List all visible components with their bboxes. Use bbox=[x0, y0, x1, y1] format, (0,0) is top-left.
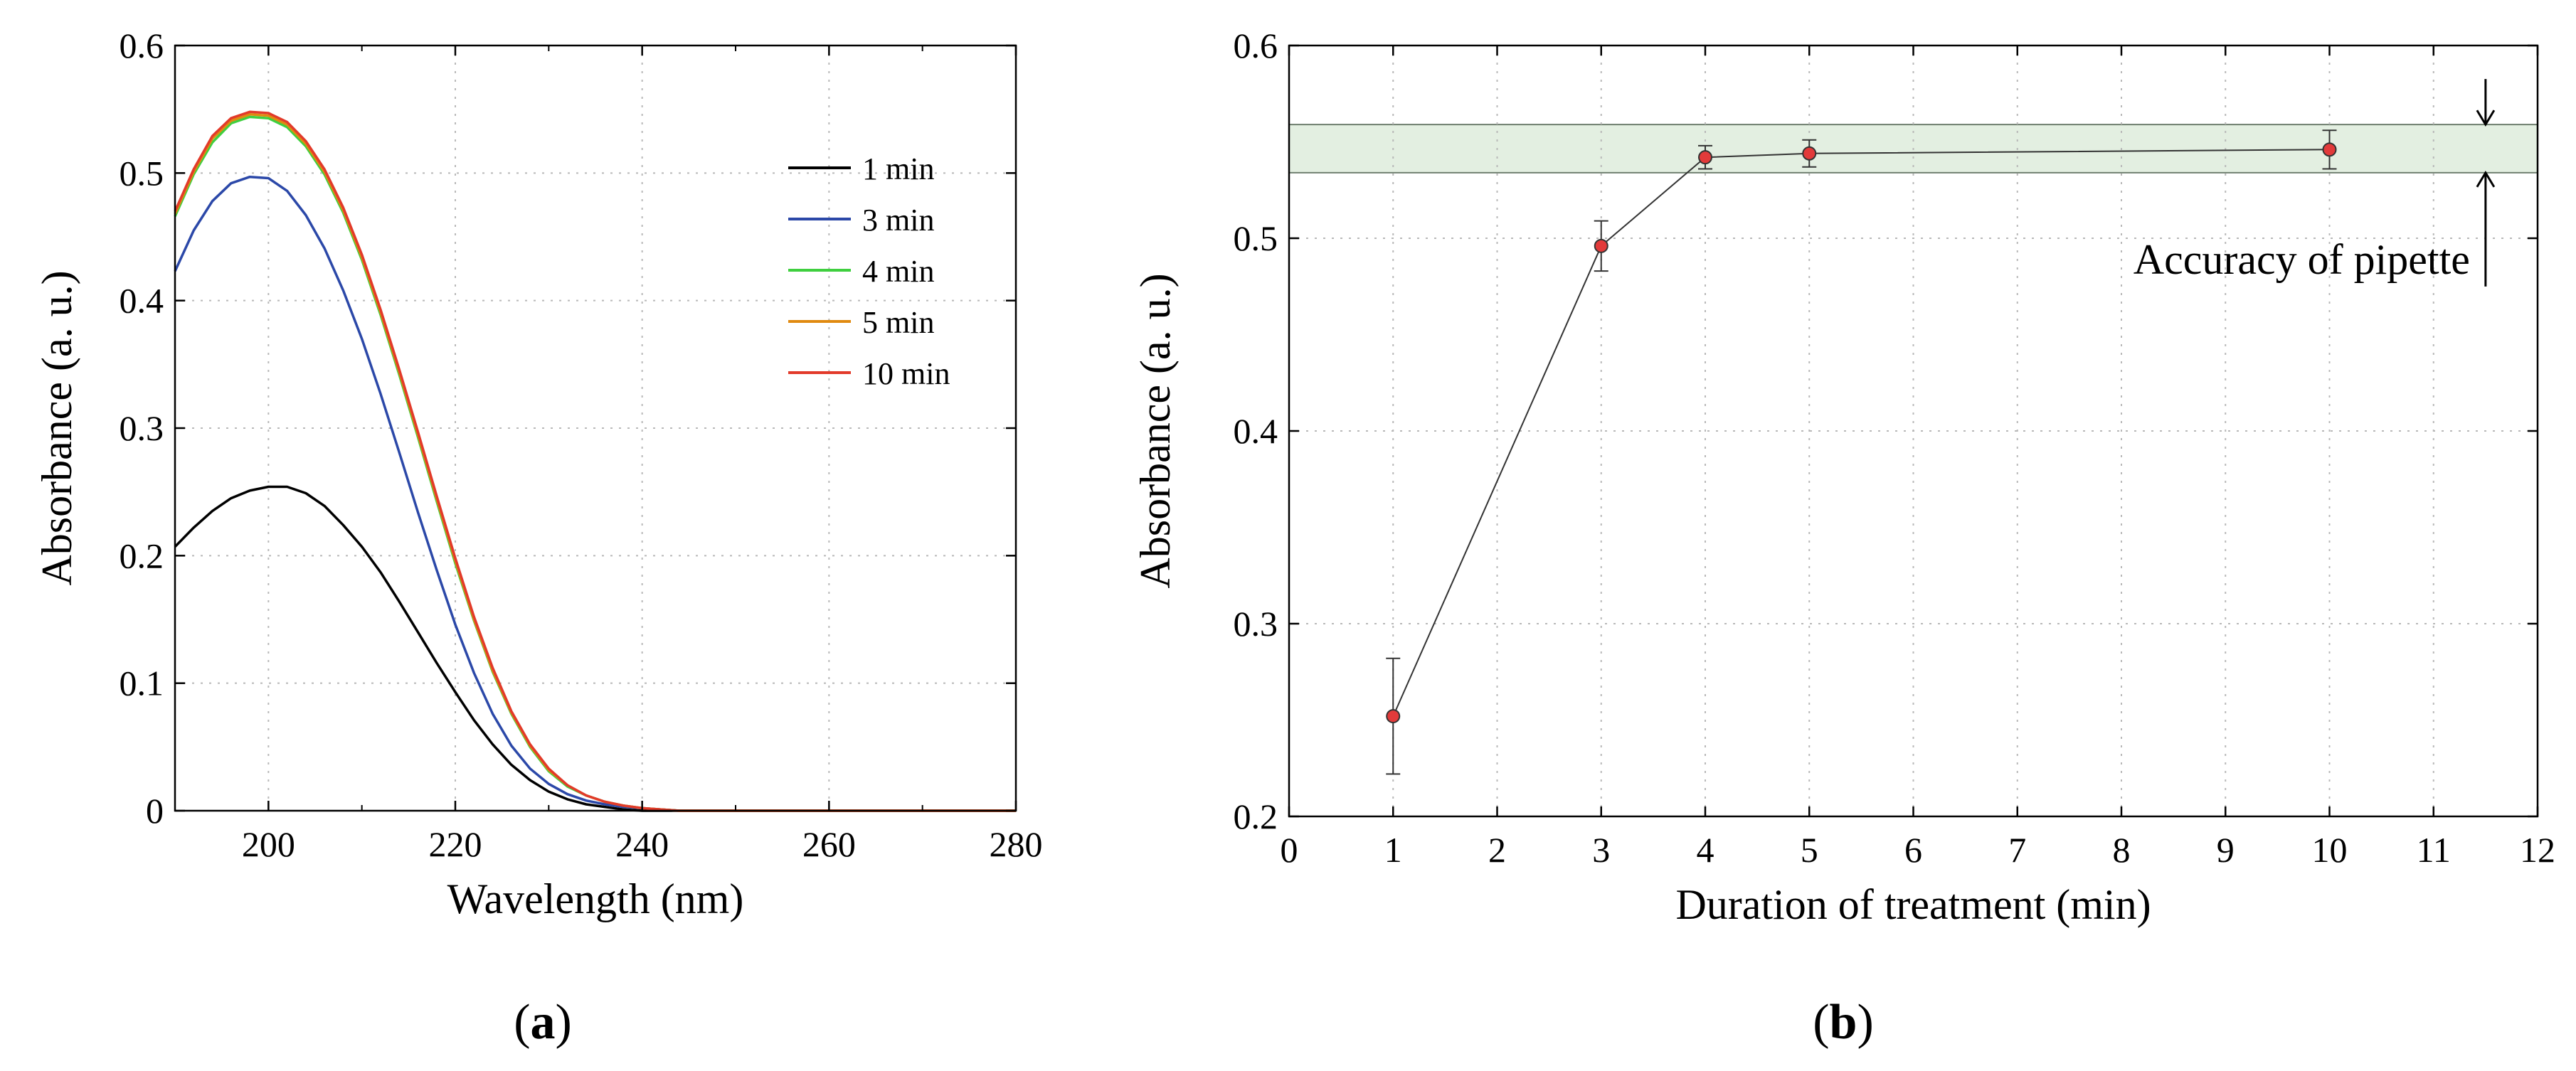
panel-b-caption: (b) bbox=[1813, 995, 1874, 1050]
b-data-point bbox=[1698, 150, 1712, 165]
b-x-tick-label: 9 bbox=[2217, 830, 2235, 870]
b-y-tick-label: 0.6 bbox=[1234, 26, 1278, 65]
a-y-tick-label: 0.2 bbox=[120, 536, 164, 575]
b-x-tick-label: 1 bbox=[1384, 830, 1402, 870]
a-legend-label: 1 min bbox=[862, 151, 934, 186]
panel-a-caption: (a) bbox=[514, 995, 572, 1050]
a-y-tick-label: 0.5 bbox=[120, 153, 164, 193]
b-x-tick-label: 8 bbox=[2113, 830, 2131, 870]
b-y-axis-label: Absorbance (a. u.) bbox=[1132, 273, 1179, 588]
a-y-tick-label: 0 bbox=[146, 791, 164, 831]
a-legend-label: 4 min bbox=[862, 254, 934, 289]
b-data-point bbox=[1594, 238, 1608, 253]
a-x-axis-label: Wavelength (nm) bbox=[447, 875, 744, 922]
b-x-tick-label: 4 bbox=[1697, 830, 1714, 870]
panel-b-caption-letter: b bbox=[1830, 995, 1857, 1050]
b-x-axis-label: Duration of treatment (min) bbox=[1675, 881, 2151, 928]
b-data-point bbox=[1802, 146, 1817, 161]
a-x-tick-label: 200 bbox=[242, 824, 295, 864]
b-annotation-arrowhead-up bbox=[2476, 170, 2496, 188]
a-y-tick-label: 0.1 bbox=[120, 664, 164, 703]
a-x-tick-label: 240 bbox=[615, 824, 669, 864]
b-x-tick-label: 7 bbox=[2008, 830, 2026, 870]
a-x-tick-label: 280 bbox=[990, 824, 1043, 864]
b-y-tick-label: 0.4 bbox=[1234, 411, 1278, 451]
b-x-tick-label: 10 bbox=[2312, 830, 2348, 870]
panel-b: 0.20.30.40.50.60 1 2 3 4 5 6 7 8 9 10 11 12Duration … bbox=[1132, 26, 2555, 928]
b-data-point bbox=[1386, 709, 1401, 724]
a-legend-label: 3 min bbox=[862, 203, 934, 238]
b-x-tick-label: 11 bbox=[2417, 830, 2451, 870]
a-y-tick-label: 0.4 bbox=[120, 281, 164, 321]
b-x-tick-label: 3 bbox=[1592, 830, 1610, 870]
b-x-tick-label: 12 bbox=[2520, 830, 2555, 870]
b-x-tick-label: 0 bbox=[1281, 830, 1298, 870]
b-annotation-arrowhead-down bbox=[2476, 110, 2496, 127]
a-series-line-1-min bbox=[174, 485, 1016, 812]
a-x-tick-label: 260 bbox=[802, 824, 856, 864]
a-legend-label: 5 min bbox=[862, 305, 934, 340]
b-y-tick-label: 0.5 bbox=[1234, 218, 1278, 258]
b-data-point bbox=[2322, 142, 2337, 157]
a-y-tick-label: 0.3 bbox=[120, 408, 164, 448]
b-series-line bbox=[1392, 149, 2330, 717]
b-annotation-label: Accuracy of pipette bbox=[2134, 236, 2470, 283]
b-x-tick-label: 2 bbox=[1488, 830, 1506, 870]
a-x-tick-label: 220 bbox=[429, 824, 482, 864]
b-x-tick-label: 6 bbox=[1904, 830, 1922, 870]
panel-a: 0 0.1 0.2 0.3 0.4 0.5 0.6 200 220 240 260 280 Wavele… bbox=[33, 26, 1043, 922]
b-y-tick-label: 0.3 bbox=[1234, 604, 1278, 644]
panel-a-caption-letter: a bbox=[531, 995, 556, 1050]
a-y-axis-label: Absorbance (a. u.) bbox=[33, 270, 80, 585]
b-x-tick-label: 5 bbox=[1801, 830, 1818, 870]
b-y-tick-label: 0.2 bbox=[1234, 796, 1278, 836]
a-legend-label: 10 min bbox=[862, 356, 950, 391]
a-y-tick-label: 0.6 bbox=[120, 26, 164, 65]
